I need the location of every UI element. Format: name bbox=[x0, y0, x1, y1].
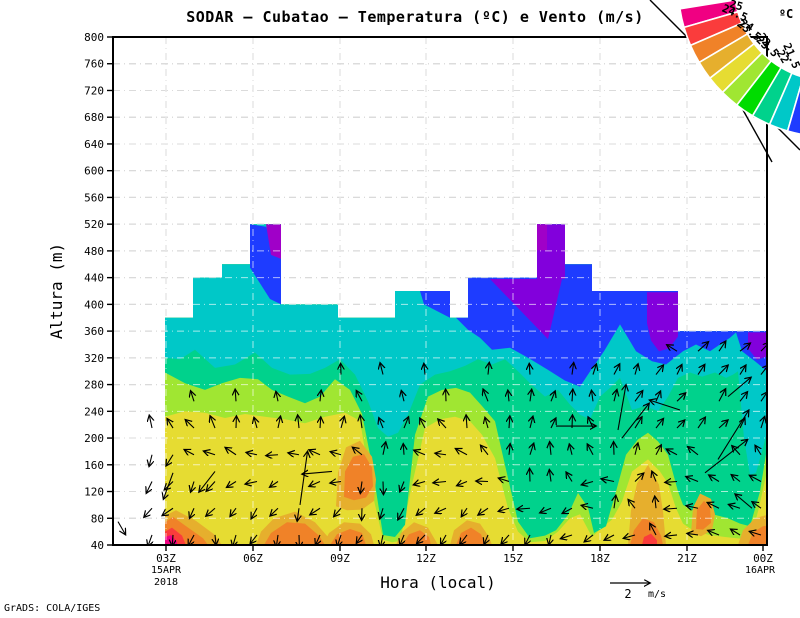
axes-frame bbox=[107, 36, 768, 551]
svg-text:06Z: 06Z bbox=[243, 552, 263, 565]
reference-vector: 2 m/s bbox=[610, 583, 666, 601]
svg-text:15Z: 15Z bbox=[503, 552, 523, 565]
svg-text:760: 760 bbox=[84, 58, 104, 71]
svg-text:18Z: 18Z bbox=[590, 552, 610, 565]
reference-unit: m/s bbox=[648, 589, 666, 600]
svg-text:03Z: 03Z bbox=[156, 552, 176, 565]
svg-text:720: 720 bbox=[84, 84, 104, 97]
svg-text:25: 25 bbox=[728, 0, 744, 14]
svg-text:800: 800 bbox=[84, 31, 104, 44]
grads-watermark: GrADS: COLA/IGES bbox=[4, 603, 100, 614]
svg-text:520: 520 bbox=[84, 218, 104, 231]
svg-text:440: 440 bbox=[84, 272, 104, 285]
legend-radial-line bbox=[742, 109, 773, 163]
date-label-start-2: 2018 bbox=[154, 577, 178, 588]
gridlines-overlay bbox=[113, 37, 767, 545]
legend-unit-label: ºC bbox=[779, 7, 793, 21]
date-label-end: 16APR bbox=[745, 565, 776, 576]
legend-color-wedges bbox=[678, 0, 800, 135]
wind-vectors bbox=[117, 341, 767, 545]
svg-text:00Z: 00Z bbox=[753, 552, 773, 565]
svg-text:560: 560 bbox=[84, 191, 104, 204]
reference-value: 2 bbox=[624, 587, 631, 601]
date-label-start-1: 15APR bbox=[151, 565, 182, 576]
svg-text:360: 360 bbox=[84, 325, 104, 338]
y-axis-label: Altura (m) bbox=[47, 243, 66, 339]
chart-title: SODAR – Cubatao – Temperatura (ºC) e Ven… bbox=[186, 8, 643, 26]
svg-text:400: 400 bbox=[84, 298, 104, 311]
svg-text:280: 280 bbox=[84, 379, 104, 392]
svg-text:200: 200 bbox=[84, 432, 104, 445]
svg-text:320: 320 bbox=[84, 352, 104, 365]
svg-text:120: 120 bbox=[84, 486, 104, 499]
svg-text:160: 160 bbox=[84, 459, 104, 472]
x-axis-label: Hora (local) bbox=[380, 573, 496, 592]
svg-text:12Z: 12Z bbox=[416, 552, 436, 565]
svg-text:600: 600 bbox=[84, 165, 104, 178]
tick-labels: 800 760 720 680 640 600 560 520 480 440 400 360 320 2… bbox=[84, 31, 773, 565]
svg-text:09Z: 09Z bbox=[330, 552, 350, 565]
svg-text:680: 680 bbox=[84, 111, 104, 124]
svg-text:40: 40 bbox=[91, 539, 104, 552]
svg-text:21Z: 21Z bbox=[677, 552, 697, 565]
svg-text:640: 640 bbox=[84, 138, 104, 151]
svg-text:22: 22 bbox=[774, 48, 792, 66]
svg-text:24: 24 bbox=[738, 16, 756, 34]
svg-text:240: 240 bbox=[84, 405, 104, 418]
svg-text:80: 80 bbox=[91, 512, 104, 525]
svg-text:480: 480 bbox=[84, 245, 104, 258]
